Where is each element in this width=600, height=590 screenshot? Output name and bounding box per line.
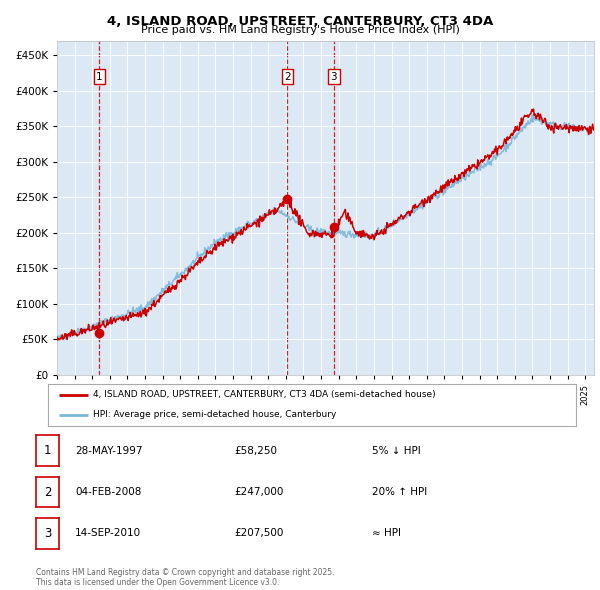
Text: 20% ↑ HPI: 20% ↑ HPI bbox=[372, 487, 427, 497]
Text: 3: 3 bbox=[44, 527, 51, 540]
Text: 04-FEB-2008: 04-FEB-2008 bbox=[75, 487, 142, 497]
Text: Price paid vs. HM Land Registry's House Price Index (HPI): Price paid vs. HM Land Registry's House … bbox=[140, 25, 460, 35]
Text: ≈ HPI: ≈ HPI bbox=[372, 529, 401, 538]
Text: 3: 3 bbox=[330, 72, 337, 82]
Text: £207,500: £207,500 bbox=[234, 529, 283, 538]
Text: 1: 1 bbox=[44, 444, 51, 457]
Text: 28-MAY-1997: 28-MAY-1997 bbox=[75, 446, 143, 455]
Text: 14-SEP-2010: 14-SEP-2010 bbox=[75, 529, 141, 538]
Text: HPI: Average price, semi-detached house, Canterbury: HPI: Average price, semi-detached house,… bbox=[93, 410, 336, 419]
Text: 2: 2 bbox=[284, 72, 291, 82]
Text: 1: 1 bbox=[96, 72, 103, 82]
Text: 5% ↓ HPI: 5% ↓ HPI bbox=[372, 446, 421, 455]
Text: Contains HM Land Registry data © Crown copyright and database right 2025.
This d: Contains HM Land Registry data © Crown c… bbox=[36, 568, 335, 587]
Text: 4, ISLAND ROAD, UPSTREET, CANTERBURY, CT3 4DA (semi-detached house): 4, ISLAND ROAD, UPSTREET, CANTERBURY, CT… bbox=[93, 391, 436, 399]
Text: £247,000: £247,000 bbox=[234, 487, 283, 497]
Text: £58,250: £58,250 bbox=[234, 446, 277, 455]
Text: 4, ISLAND ROAD, UPSTREET, CANTERBURY, CT3 4DA: 4, ISLAND ROAD, UPSTREET, CANTERBURY, CT… bbox=[107, 15, 493, 28]
Text: 2: 2 bbox=[44, 486, 51, 499]
